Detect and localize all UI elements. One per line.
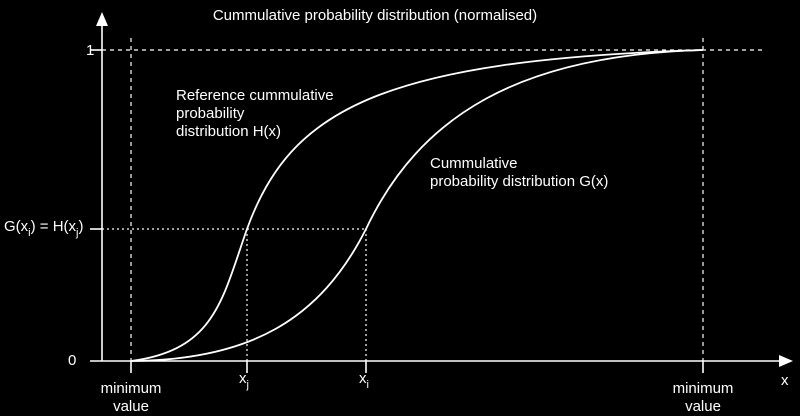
xj-base: x — [239, 370, 247, 387]
x-label-xi: xi — [359, 370, 369, 391]
x-label-min-right: minimum value — [653, 380, 753, 416]
x-label-min-right-line1: minimum — [672, 380, 734, 397]
x-axis-arrow — [779, 355, 793, 367]
xj-sub: j — [246, 379, 249, 391]
xi-sub: i — [366, 379, 369, 391]
equality-sub-i: i — [28, 227, 31, 239]
reference-curve-label: Reference cummulative probability distri… — [176, 87, 334, 141]
x-label-min-left-line1: minimum — [100, 380, 162, 397]
equality-sub-j: j — [76, 227, 79, 239]
y-label-1: 1 — [86, 42, 95, 59]
chart-title: Cummulative probability distribution (no… — [212, 7, 538, 24]
actual-curve-label: Cummulative probability distribution G(x… — [430, 155, 608, 191]
curve-reference-H — [130, 49, 704, 362]
equality-part-3: ) — [78, 218, 84, 235]
x-label-min-left: minimum value — [81, 380, 181, 416]
x-label-xj: xj — [239, 370, 249, 391]
y-axis-arrow — [96, 12, 108, 26]
xi-base: x — [359, 370, 367, 387]
reference-label-line1: Reference cummulative — [176, 87, 334, 104]
x-label-min-right-line2: value — [685, 398, 721, 415]
equality-part-2: ) = H(x — [30, 218, 77, 235]
actual-label-line2: probability distribution G(x) — [430, 173, 609, 190]
reference-label-line2: probability — [176, 105, 245, 122]
curve-actual-G — [130, 49, 704, 362]
equality-part-1: G(x — [4, 218, 29, 235]
x-axis-label: x — [781, 372, 789, 389]
reference-label-line3: distribution H(x) — [176, 123, 282, 140]
equality-label: G(xi) = H(xj) — [4, 218, 84, 239]
actual-label-line1: Cummulative — [430, 155, 518, 172]
y-label-0: 0 — [68, 352, 77, 369]
x-label-min-left-line2: value — [113, 398, 149, 415]
